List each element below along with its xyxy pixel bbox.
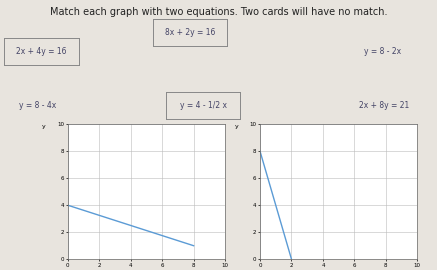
Text: 2x + 4y = 16: 2x + 4y = 16 bbox=[16, 47, 67, 56]
Text: Match each graph with two equations. Two cards will have no match.: Match each graph with two equations. Two… bbox=[50, 7, 387, 17]
Text: y = 8 - 2x: y = 8 - 2x bbox=[364, 47, 401, 56]
Text: y = 8 - 4x: y = 8 - 4x bbox=[18, 101, 56, 110]
Text: 2x + 8y = 21: 2x + 8y = 21 bbox=[360, 101, 409, 110]
X-axis label: x: x bbox=[337, 269, 340, 270]
Text: y: y bbox=[235, 124, 238, 129]
X-axis label: x: x bbox=[145, 269, 148, 270]
Text: y = 4 - 1/2 x: y = 4 - 1/2 x bbox=[180, 101, 227, 110]
Text: y: y bbox=[42, 124, 46, 129]
Text: 8x + 2y = 16: 8x + 2y = 16 bbox=[165, 28, 215, 37]
